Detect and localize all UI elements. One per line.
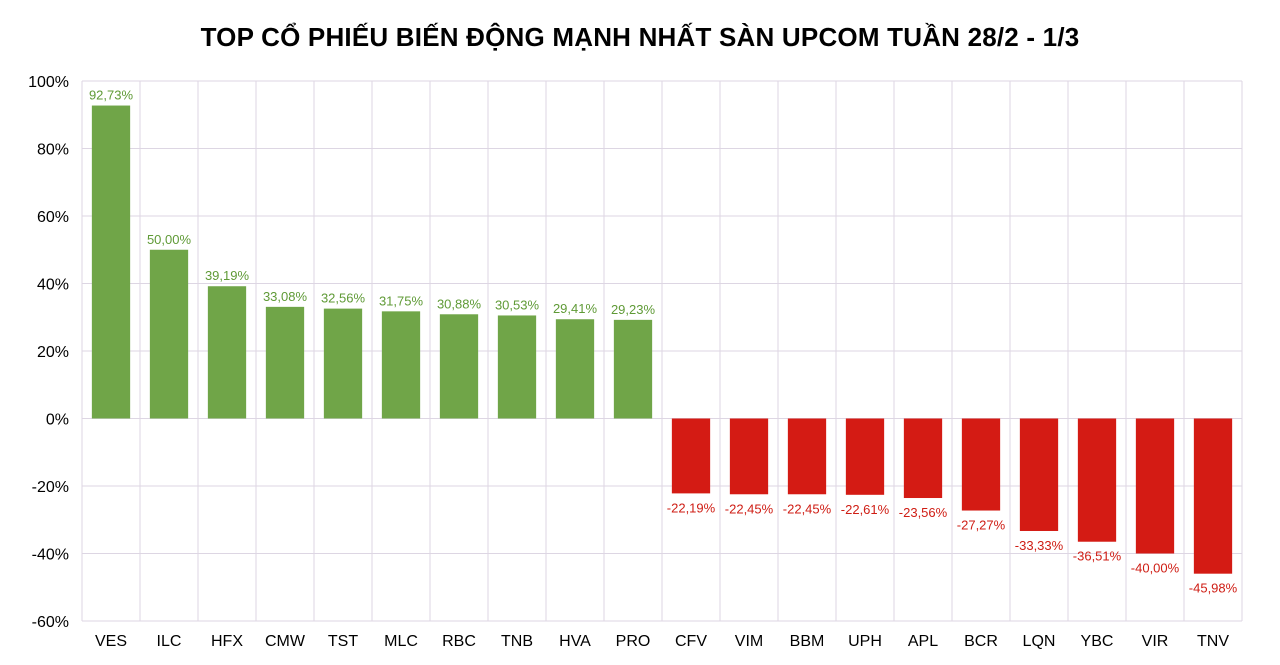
bar-apl [903,418,943,499]
y-tick-label: 100% [28,74,69,91]
category-label-hfx: HFX [211,633,243,650]
bar-ilc [149,249,189,419]
bar-ves [91,105,131,419]
category-label-bcr: BCR [964,633,998,650]
category-label-cfv: CFV [675,633,707,650]
y-tick-label: -40% [32,547,69,564]
category-label-bbm: BBM [790,633,825,650]
y-tick-label: 60% [37,209,69,226]
bar-tst [323,308,363,419]
data-label-tnv: -45,98% [1189,581,1238,596]
data-label-bcr: -27,27% [957,518,1006,533]
data-label-bbm: -22,45% [783,501,832,516]
data-label-ybc: -36,51% [1073,549,1122,564]
category-label-cmw: CMW [265,633,306,650]
category-label-tnb: TNB [501,633,533,650]
bar-bbm [787,418,827,495]
data-label-apl: -23,56% [899,505,948,520]
data-label-cmw: 33,08% [263,289,308,304]
bar-vir [1135,418,1175,554]
bar-vim [729,418,769,495]
category-label-apl: APL [908,633,938,650]
data-label-ilc: 50,00% [147,232,192,247]
bar-cfv [671,418,711,494]
y-tick-label: 20% [37,344,69,361]
bar-tnb [497,315,537,419]
bar-ybc [1077,418,1117,542]
data-label-ves: 92,73% [89,88,134,103]
bar-cmw [265,306,305,419]
category-label-tnv: TNV [1197,633,1229,650]
category-label-pro: PRO [616,633,651,650]
x-axis-categories: VES ILC HFX CMW TST MLC RBC TNB HVA PRO CFV VIM BBM U… [95,633,1229,650]
data-label-tst: 32,56% [321,291,366,306]
data-label-uph: -22,61% [841,502,890,517]
data-label-cfv: -22,19% [667,500,716,515]
data-label-hva: 29,41% [553,301,598,316]
category-label-rbc: RBC [442,633,476,650]
data-label-lqn: -33,33% [1015,538,1064,553]
category-label-mlc: MLC [384,633,418,650]
category-label-ves: VES [95,633,127,650]
category-label-ilc: ILC [157,633,182,650]
data-labels: 92,73% 50,00% 39,19% 33,08% 32,56% 31,75% 30,8… [89,88,1238,596]
bar-tnv [1193,418,1233,574]
category-label-hva: HVA [559,633,591,650]
bar-bcr [961,418,1001,511]
category-label-vim: VIM [735,633,763,650]
bar-uph [845,418,885,495]
category-label-uph: UPH [848,633,882,650]
bar-hfx [207,286,247,419]
y-tick-label: 80% [37,142,69,159]
data-label-vir: -40,00% [1131,561,1180,576]
y-tick-label: -20% [32,479,69,496]
bars [91,105,1233,574]
y-tick-label: -60% [32,614,69,631]
y-tick-label: 0% [46,412,69,429]
bar-hva [555,319,595,419]
data-label-vim: -22,45% [725,501,774,516]
bar-lqn [1019,418,1059,531]
y-tick-label: 40% [37,277,69,294]
data-label-mlc: 31,75% [379,293,424,308]
data-label-hfx: 39,19% [205,268,250,283]
chart-title: TOP CỔ PHIẾU BIẾN ĐỘNG MẠNH NHẤT SÀN UPC… [200,22,1080,52]
category-label-tst: TST [328,633,358,650]
bar-rbc [439,314,479,419]
y-axis-ticks: 100% 80% 60% 40% 20% 0% -20% -40% -60% [28,74,69,631]
category-label-ybc: YBC [1081,633,1114,650]
data-label-rbc: 30,88% [437,296,482,311]
data-label-pro: 29,23% [611,302,656,317]
category-label-lqn: LQN [1023,633,1056,650]
category-label-vir: VIR [1142,633,1169,650]
bar-pro [613,319,653,419]
bar-mlc [381,311,421,419]
grid-lines [81,80,1243,622]
data-label-tnb: 30,53% [495,297,540,312]
